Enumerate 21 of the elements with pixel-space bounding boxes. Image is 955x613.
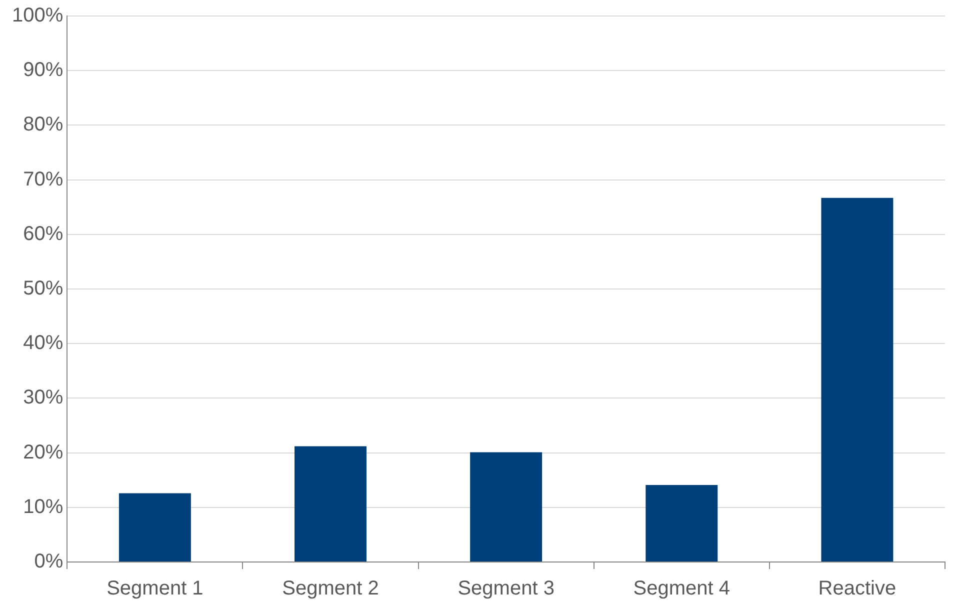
bar: [470, 452, 542, 562]
x-tick-label: Reactive: [818, 578, 896, 600]
bar: [294, 446, 366, 562]
x-tick-label: Segment 1: [106, 578, 204, 600]
bar: [646, 485, 718, 562]
y-tick-label: 100%: [12, 4, 64, 27]
y-tick-label: 60%: [23, 222, 64, 245]
y-tick-label: 30%: [23, 386, 64, 409]
bar: [821, 198, 894, 562]
y-tick-label: 90%: [23, 59, 64, 82]
x-tick-label: Segment 3: [458, 578, 554, 600]
x-tick-label: Segment 4: [633, 578, 730, 600]
y-tick-label: 10%: [23, 496, 64, 518]
y-tick-label: 40%: [23, 332, 64, 354]
y-tick-label: 50%: [23, 278, 64, 300]
y-tick-label: 80%: [23, 114, 64, 136]
y-tick-label: 0%: [34, 550, 64, 573]
bar: [118, 493, 191, 562]
y-tick-label: 20%: [23, 441, 64, 464]
x-tick-label: Segment 2: [282, 578, 379, 600]
y-tick-label: 70%: [23, 168, 64, 190]
